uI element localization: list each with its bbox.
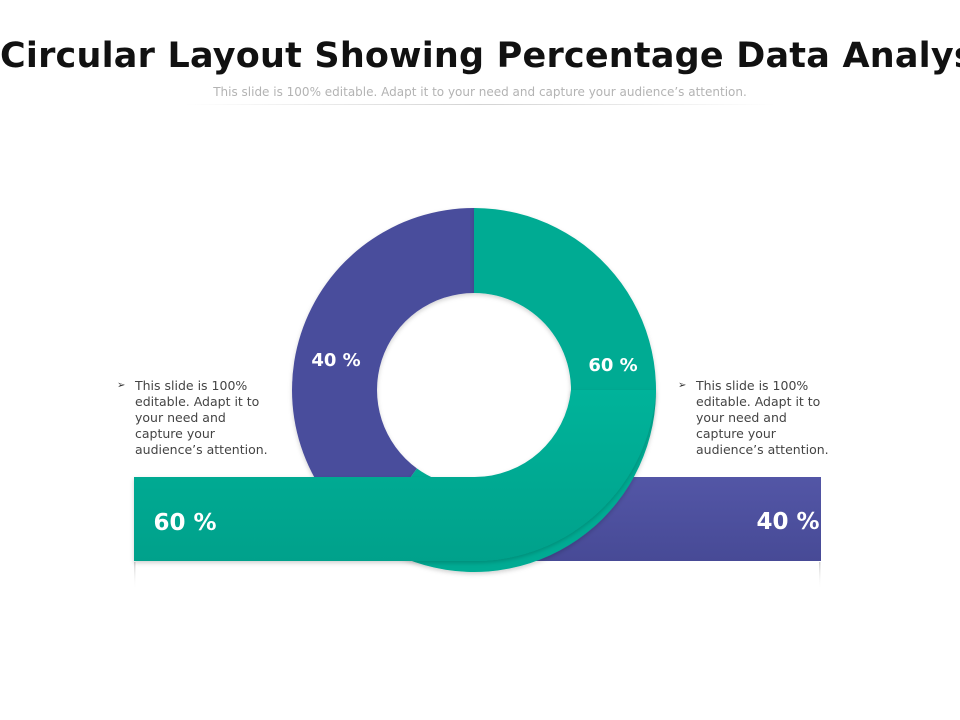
note-left-text: This slide is 100% editable. Adapt it to… <box>135 378 268 457</box>
slide-subtitle: This slide is 100% editable. Adapt it to… <box>213 85 747 99</box>
subtitle-divider <box>185 104 775 105</box>
note-right-text: This slide is 100% editable. Adapt it to… <box>696 378 829 457</box>
bar-label-left: 60 % <box>153 510 216 536</box>
slide-title: Circular Layout Showing Percentage Data … <box>0 36 960 76</box>
bullet-arrow-icon: ➢ <box>678 380 687 391</box>
bar-label-right: 40 % <box>756 509 819 535</box>
slice-label-teal: 60 % <box>588 355 637 376</box>
note-right: ➢ This slide is 100% editable. Adapt it … <box>678 378 838 458</box>
note-left: ➢ This slide is 100% editable. Adapt it … <box>117 378 277 458</box>
left-bar <box>134 390 656 562</box>
left-bar-reflection <box>134 562 136 590</box>
right-bar-reflection <box>819 562 821 590</box>
bullet-arrow-icon: ➢ <box>117 380 126 391</box>
slice-label-purple: 40 % <box>311 350 360 371</box>
donut-slice-purple <box>292 208 474 538</box>
